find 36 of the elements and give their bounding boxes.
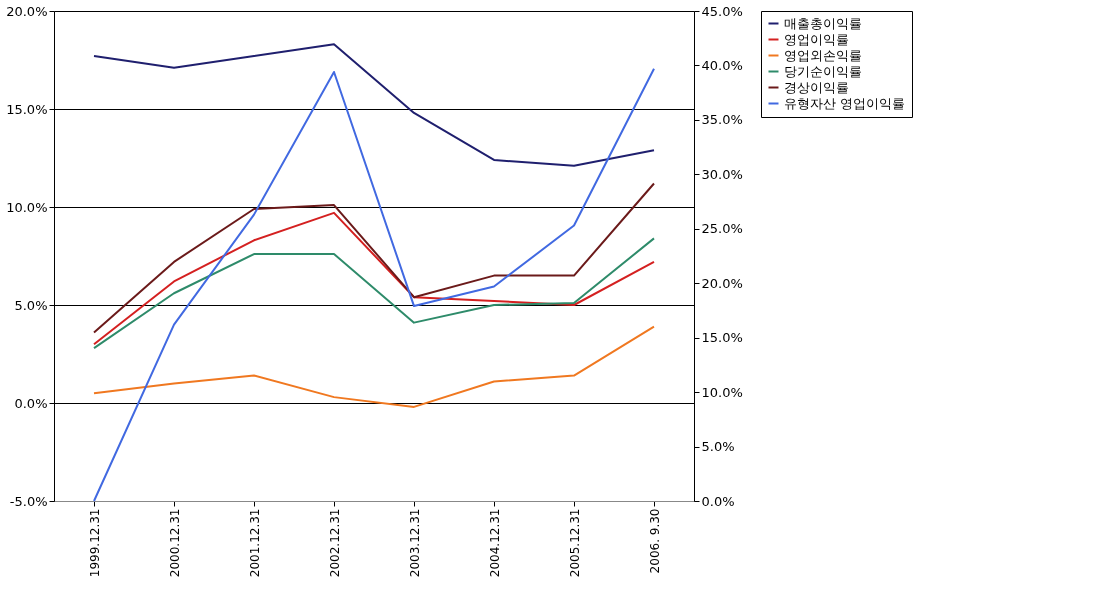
x-tick-label: 2006. 9.30 (647, 508, 662, 574)
x-tick-label: 2003.12.31 (407, 508, 422, 578)
x-tick-label: 1999.12.31 (87, 508, 102, 578)
line-series (93, 67, 655, 502)
legend-label: 경상이익률 (784, 79, 849, 95)
legend-label: 영업외손익률 (784, 47, 862, 63)
x-tick-label: 2002.12.31 (327, 508, 342, 578)
y2-tick-label: 45.0% (701, 3, 743, 19)
x-tick-label: 2005.12.31 (567, 508, 582, 578)
y2-tick-label: 30.0% (701, 166, 743, 182)
y2-tick-label: 15.0% (701, 330, 743, 346)
line-series (93, 237, 655, 350)
legend-label: 당기순이익률 (784, 63, 862, 79)
x-tick-label: 2000.12.31 (167, 508, 182, 578)
legend-label: 유형자산 영업이익률 (784, 95, 906, 111)
line-series (93, 43, 655, 167)
y-tick-label: 0.0% (14, 395, 48, 411)
line-series (93, 182, 655, 334)
y-tick-label: 10.0% (6, 199, 48, 215)
y-tick-label: 20.0% (6, 3, 48, 19)
legend-label: 영업이익률 (784, 31, 849, 47)
x-tick-label: 2004.12.31 (487, 508, 502, 578)
y-tick-label: 15.0% (6, 101, 48, 117)
x-tick-label: 2001.12.31 (247, 508, 262, 578)
legend-label: 매출총이익률 (784, 15, 862, 31)
y2-tick-label: 40.0% (701, 57, 743, 73)
line-series (93, 325, 655, 408)
y2-tick-label: 10.0% (701, 384, 743, 400)
y2-tick-label: 25.0% (701, 221, 743, 237)
y2-tick-label: 20.0% (701, 275, 743, 291)
y2-tick-label: 0.0% (701, 493, 735, 509)
y2-tick-label: 5.0% (701, 439, 735, 455)
y2-tick-label: 35.0% (701, 112, 743, 128)
y-tick-label: 5.0% (14, 297, 48, 313)
y-tick-label: -5.0% (9, 493, 48, 509)
line-series (93, 211, 655, 346)
